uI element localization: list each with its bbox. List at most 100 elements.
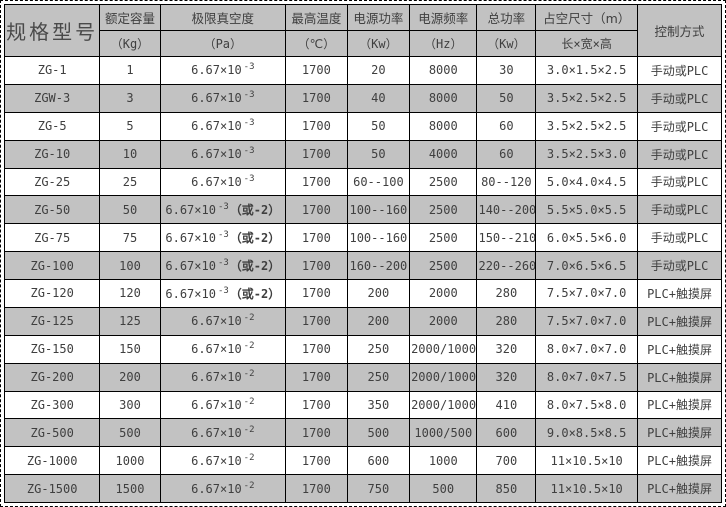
model-cell: ZG-75 bbox=[3, 223, 101, 253]
vacuum-exponent: -3 bbox=[243, 146, 255, 157]
power-cell: 750 bbox=[346, 474, 411, 503]
model-cell: ZG-150 bbox=[3, 334, 101, 364]
max-temp-cell: 1700 bbox=[285, 306, 348, 336]
total-power-cell: 280 bbox=[476, 279, 537, 308]
dimensions-cell: 7.5×7.0×7.0 bbox=[535, 279, 639, 308]
model-cell: ZG-5 bbox=[3, 111, 101, 141]
total-power-cell: 700 bbox=[476, 446, 537, 476]
capacity-cell: 120 bbox=[99, 279, 161, 308]
total-power-cell: 320 bbox=[476, 362, 537, 392]
frequency-cell: 2000/1000 bbox=[409, 390, 478, 420]
frequency-cell: 2500 bbox=[409, 223, 478, 253]
max-temp-cell: 1700 bbox=[285, 56, 348, 85]
power-cell: 500 bbox=[346, 418, 411, 448]
frequency-cell: 8000 bbox=[409, 56, 478, 85]
dimensions-cell: 3.5×2.5×2.5 bbox=[535, 111, 639, 141]
table-row: ZG-1000 1000 6.67×10 -2 1700 600 1000 700 11×10.… bbox=[3, 446, 722, 476]
header-frequency-unit: （Hz） bbox=[409, 30, 478, 57]
header-capacity: 额定容量 bbox=[99, 4, 161, 31]
frequency-cell: 2000 bbox=[409, 279, 478, 308]
table-row: ZG-25 25 6.67×10 -3 1700 60--100 2500 80--120 5.… bbox=[3, 167, 722, 197]
vacuum-cell: 6.67×10 -2 bbox=[159, 474, 287, 503]
header-dimensions-unit: 长×宽×高 bbox=[535, 30, 639, 57]
control-cell: 手动或PLC bbox=[637, 111, 722, 141]
control-cell: PLC+触摸屏 bbox=[637, 390, 722, 420]
vacuum-cell: 6.67×10 -3（或-2） bbox=[159, 195, 287, 225]
vacuum-exponent: -3 bbox=[217, 230, 229, 241]
control-cell: PLC+触摸屏 bbox=[637, 279, 722, 308]
header-control: 控制方式 bbox=[637, 4, 722, 57]
total-power-cell: 320 bbox=[476, 334, 537, 364]
dimensions-cell: 7.5×7.0×7.0 bbox=[535, 306, 639, 336]
vacuum-cell: 6.67×10 -3 bbox=[159, 111, 287, 141]
dimensions-cell: 11×10.5×10 bbox=[535, 474, 639, 503]
vacuum-cell: 6.67×10 -2 bbox=[159, 390, 287, 420]
header-dimensions: 占空尺寸（m） bbox=[535, 4, 639, 31]
vacuum-exponent: -2 bbox=[243, 396, 255, 407]
total-power-cell: 410 bbox=[476, 390, 537, 420]
capacity-cell: 500 bbox=[99, 418, 161, 448]
vacuum-exponent: -3 bbox=[217, 285, 229, 296]
capacity-cell: 200 bbox=[99, 362, 161, 392]
capacity-cell: 75 bbox=[99, 223, 161, 253]
capacity-cell: 100 bbox=[99, 251, 161, 280]
max-temp-cell: 1700 bbox=[285, 390, 348, 420]
max-temp-cell: 1700 bbox=[285, 334, 348, 364]
frequency-cell: 8000 bbox=[409, 111, 478, 141]
power-cell: 250 bbox=[346, 362, 411, 392]
table-row: ZG-200 200 6.67×10 -2 1700 250 2000/1000 320 8.0… bbox=[3, 362, 722, 392]
control-cell: 手动或PLC bbox=[637, 56, 722, 85]
table-row: ZG-1 1 6.67×10 -3 1700 20 8000 30 3.0×1.5×2.5 手动或… bbox=[3, 56, 722, 85]
capacity-cell: 1000 bbox=[99, 446, 161, 476]
model-cell: ZG-10 bbox=[3, 139, 101, 169]
header-total-power: 总功率 bbox=[476, 4, 537, 31]
control-cell: 手动或PLC bbox=[637, 139, 722, 169]
table-row: ZG-120 120 6.67×10 -3（或-2） 1700 200 2000 280 7.5… bbox=[3, 279, 722, 308]
capacity-cell: 3 bbox=[99, 83, 161, 113]
header-capacity-unit: （Kg） bbox=[99, 30, 161, 57]
max-temp-cell: 1700 bbox=[285, 279, 348, 308]
table-row: ZG-50 50 6.67×10 -3（或-2） 1700 100--160 2500 140… bbox=[3, 195, 722, 225]
dimensions-cell: 5.5×5.0×5.5 bbox=[535, 195, 639, 225]
power-cell: 50 bbox=[346, 139, 411, 169]
control-cell: PLC+触摸屏 bbox=[637, 334, 722, 364]
control-cell: 手动或PLC bbox=[637, 195, 722, 225]
max-temp-cell: 1700 bbox=[285, 223, 348, 253]
total-power-cell: 220--260 bbox=[476, 251, 537, 280]
total-power-cell: 30 bbox=[476, 56, 537, 85]
capacity-cell: 1 bbox=[99, 56, 161, 85]
control-cell: PLC+触摸屏 bbox=[637, 362, 722, 392]
dimensions-cell: 7.0×6.5×6.5 bbox=[535, 251, 639, 280]
model-cell: ZG-1 bbox=[3, 56, 101, 85]
dimensions-cell: 8.0×7.5×8.0 bbox=[535, 390, 639, 420]
table-row: ZGW-3 3 6.67×10 -3 1700 40 8000 50 3.5×2.5×2.5 手动… bbox=[3, 83, 722, 113]
dimensions-cell: 3.5×2.5×3.0 bbox=[535, 139, 639, 169]
capacity-cell: 150 bbox=[99, 334, 161, 364]
model-cell: ZG-1000 bbox=[3, 446, 101, 476]
header-total-power-unit: （Kw） bbox=[476, 30, 537, 57]
frequency-cell: 1000 bbox=[409, 446, 478, 476]
capacity-cell: 10 bbox=[99, 139, 161, 169]
model-cell: ZG-25 bbox=[3, 167, 101, 197]
power-cell: 20 bbox=[346, 56, 411, 85]
vacuum-cell: 6.67×10 -3（或-2） bbox=[159, 251, 287, 280]
table-row: ZG-150 150 6.67×10 -2 1700 250 2000/1000 320 8.0… bbox=[3, 334, 722, 364]
total-power-cell: 50 bbox=[476, 83, 537, 113]
vacuum-exponent: -3 bbox=[217, 258, 229, 269]
frequency-cell: 2000/1000 bbox=[409, 362, 478, 392]
capacity-cell: 300 bbox=[99, 390, 161, 420]
vacuum-cell: 6.67×10 -3 bbox=[159, 56, 287, 85]
vacuum-cell: 6.67×10 -2 bbox=[159, 362, 287, 392]
header-vacuum-unit: （Pa） bbox=[159, 30, 287, 57]
total-power-cell: 850 bbox=[476, 474, 537, 503]
vacuum-cell: 6.67×10 -3 bbox=[159, 167, 287, 197]
total-power-cell: 60 bbox=[476, 111, 537, 141]
max-temp-cell: 1700 bbox=[285, 474, 348, 503]
vacuum-exponent: -2 bbox=[243, 480, 255, 491]
vacuum-exponent: -2 bbox=[243, 369, 255, 380]
capacity-cell: 50 bbox=[99, 195, 161, 225]
capacity-cell: 5 bbox=[99, 111, 161, 141]
table-header: 规格型号 额定容量 极限真空度 最高温度 电源功率 电源频率 总功率 占空尺寸（… bbox=[3, 4, 722, 57]
capacity-cell: 25 bbox=[99, 167, 161, 197]
max-temp-cell: 1700 bbox=[285, 111, 348, 141]
